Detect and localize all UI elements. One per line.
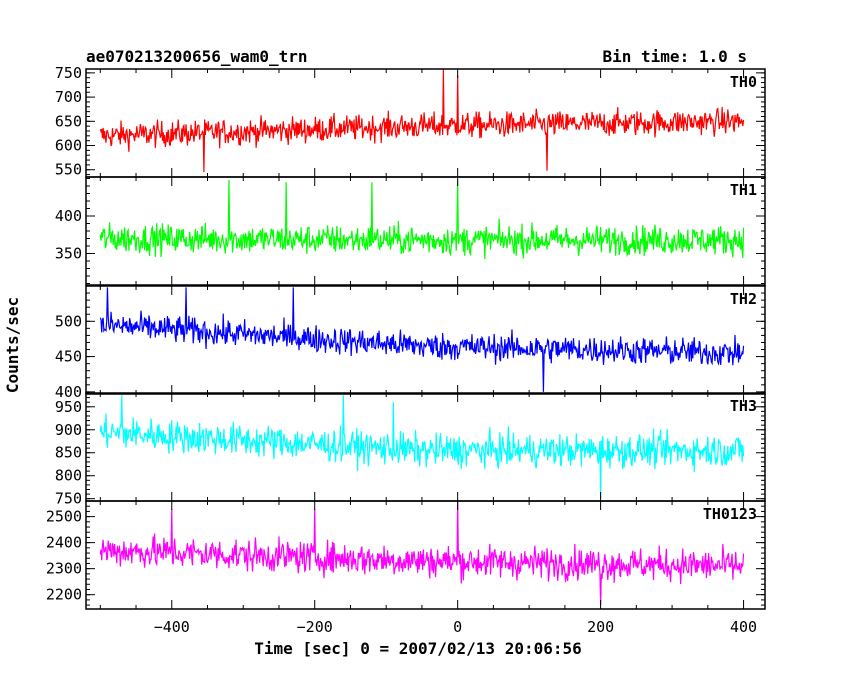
x-axis-label: Time [sec] 0 = 2007/02/13 20:06:56	[254, 639, 582, 658]
y-tick-label: 850	[55, 444, 82, 462]
panel-label-th2: TH2	[730, 290, 757, 308]
panel-th2: 400 450 500 TH2	[55, 285, 766, 401]
x-tick-label: 400	[730, 618, 757, 636]
chart-title: ae070213200656_wam0_trn	[86, 47, 308, 66]
panel-label-th0123: TH0123	[703, 505, 757, 523]
y-tick-label: 600	[55, 137, 82, 155]
x-tick-label: 0	[453, 618, 462, 636]
panel-label-th1: TH1	[730, 181, 757, 199]
y-tick-label: 400	[55, 383, 82, 401]
panels-group: 550 600 650 700 750 TH0 350 400 TH1 400 450 500 TH2 7…	[46, 64, 766, 610]
y-tick-label: 500	[55, 312, 82, 330]
x-tick-label: −400	[154, 618, 190, 636]
panel-th0: 550 600 650 700 750 TH0	[55, 64, 766, 179]
y-tick-label: 450	[55, 348, 82, 366]
series-line-th2	[99, 287, 745, 392]
x-tick-label: −200	[297, 618, 333, 636]
y-tick-label: 900	[55, 421, 82, 439]
y-tick-label: 350	[55, 245, 82, 263]
y-tick-label: 400	[55, 207, 82, 225]
y-tick-label: 950	[55, 398, 82, 416]
panel-label-th3: TH3	[730, 397, 757, 415]
panel-frame-th0123	[85, 500, 766, 610]
series-line-th1	[99, 179, 745, 260]
bin-time-label: Bin time: 1.0 s	[603, 47, 748, 66]
panel-th3: 750 800 850 900 950 TH3	[55, 392, 766, 508]
x-tick-label: 200	[587, 618, 614, 636]
y-tick-label: 800	[55, 467, 82, 485]
series-line-th0	[99, 69, 745, 173]
y-tick-label: 700	[55, 88, 82, 106]
panel-frame-th2	[85, 285, 766, 395]
x-tick-labels: −400 −200 0 200 400	[154, 618, 757, 636]
y-tick-label: 2500	[46, 508, 82, 526]
y-tick-label: 750	[55, 64, 82, 82]
y-tick-label: 550	[55, 161, 82, 179]
y-tick-label: 2400	[46, 534, 82, 552]
panel-th1: 350 400 TH1	[55, 176, 766, 286]
series-line-th3	[99, 395, 745, 499]
panel-frame-th1	[85, 176, 766, 286]
panel-th0123: 2200 2300 2400 2500 TH0123	[46, 500, 766, 610]
y-tick-label: 650	[55, 112, 82, 130]
panel-label-th0: TH0	[730, 73, 757, 91]
y-tick-label: 750	[55, 490, 82, 508]
y-tick-label: 2300	[46, 560, 82, 578]
y-axis-label: Counts/sec	[3, 297, 22, 393]
series-line-th0123	[99, 502, 745, 606]
y-tick-label: 2200	[46, 586, 82, 604]
